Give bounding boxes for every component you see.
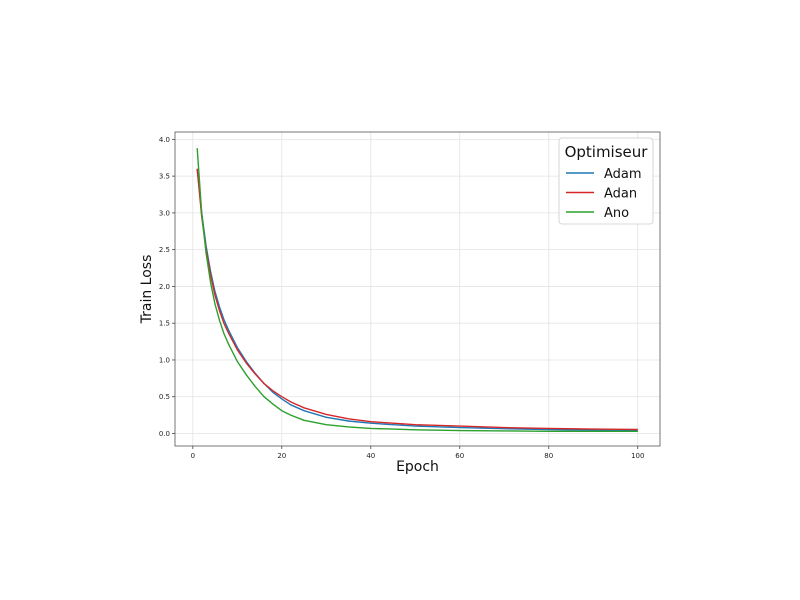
- x-tick-label: 40: [366, 452, 375, 460]
- y-tick-label: 4.0: [159, 136, 170, 144]
- legend: Optimiseur Adam Adan Ano: [558, 137, 654, 225]
- plot-frame: [174, 131, 661, 447]
- x-axis-title: Epoch: [396, 459, 439, 475]
- series-line-adan: [196, 168, 638, 431]
- legend-box: [558, 137, 654, 225]
- y-tick-label: 2.5: [159, 246, 170, 254]
- y-tick-label: 3.5: [159, 173, 170, 181]
- legend-label-adan: Adan: [604, 187, 637, 202]
- x-tick-label: 80: [544, 452, 553, 460]
- x-tick-label: 100: [631, 452, 644, 460]
- x-tick-label: 20: [277, 452, 286, 460]
- y-axis-ticks: 0.0 0.5 1.0 1.5 2.0 2.5 3.0 3.5 4.0: [159, 136, 175, 438]
- series-lines: [196, 148, 638, 432]
- series-line-adam: [196, 168, 638, 432]
- x-tick-label: 0: [191, 452, 195, 460]
- y-tick-label: 1.5: [159, 320, 170, 328]
- y-tick-label: 0.5: [159, 393, 170, 401]
- legend-label-adam: Adam: [604, 167, 642, 182]
- y-axis-title: Train Loss: [139, 255, 155, 325]
- series-line-ano: [196, 148, 638, 432]
- x-axis-ticks: 0 20 40 60 80 100: [191, 446, 644, 460]
- legend-title: Optimiseur: [565, 143, 649, 161]
- x-tick-label: 60: [455, 452, 464, 460]
- y-tick-label: 3.0: [159, 209, 170, 217]
- legend-entries: Adam Adan Ano: [566, 167, 642, 221]
- y-tick-label: 1.0: [159, 356, 170, 364]
- y-tick-label: 0.0: [159, 430, 170, 438]
- legend-label-ano: Ano: [604, 206, 629, 221]
- y-tick-label: 2.0: [159, 283, 170, 291]
